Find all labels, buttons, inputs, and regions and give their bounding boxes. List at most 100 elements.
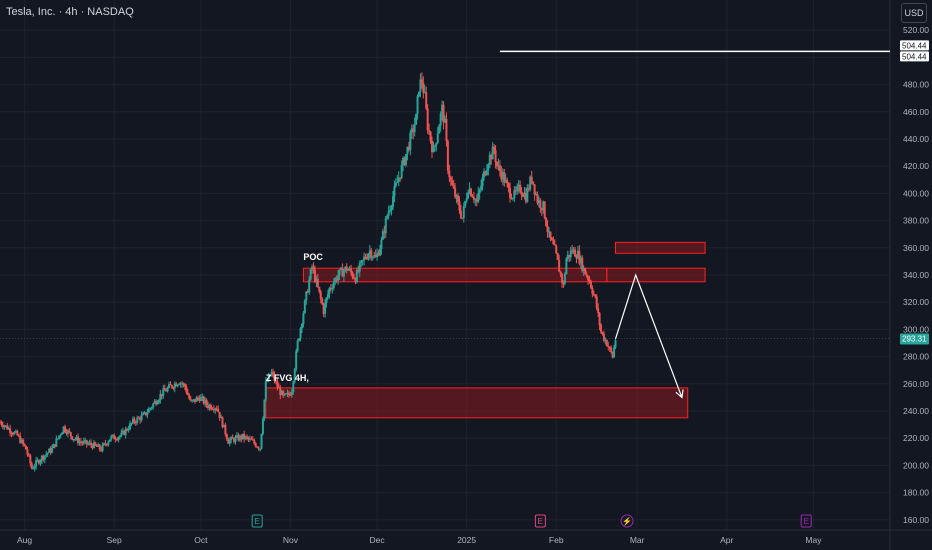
candle-body xyxy=(233,438,236,442)
candle-body xyxy=(46,452,49,455)
candle-body xyxy=(483,171,486,178)
candle-body xyxy=(575,256,578,259)
candle-body xyxy=(144,412,147,416)
candle-body xyxy=(295,351,298,370)
candle-body xyxy=(338,269,341,276)
candle-body xyxy=(429,131,432,141)
candle-body xyxy=(194,399,197,402)
current-price-badge xyxy=(900,333,929,345)
candle-body xyxy=(326,293,329,298)
candle-body xyxy=(371,257,374,259)
candle-body xyxy=(504,179,507,183)
candle-body xyxy=(572,249,575,253)
price-tick-label: 360.00 xyxy=(903,243,929,253)
candle-body xyxy=(43,455,46,460)
candle-body xyxy=(7,428,10,430)
candle-body xyxy=(485,170,488,175)
candle-body xyxy=(212,409,215,411)
event-glyph: E xyxy=(804,517,809,526)
candle-body xyxy=(277,387,280,389)
candle-body xyxy=(19,435,22,443)
candle-body xyxy=(241,433,244,439)
candle-body xyxy=(165,390,168,392)
candle-body xyxy=(316,278,319,287)
price-axis[interactable]: 160.00 180.00 200.00 220.00 240.00 260.00 280.… xyxy=(900,25,929,525)
candle-body xyxy=(595,296,598,309)
candle-body xyxy=(350,268,353,273)
candle-body xyxy=(72,439,75,441)
event-earnings-icon xyxy=(251,514,263,528)
candle-body xyxy=(248,438,251,440)
candle-body xyxy=(173,383,176,389)
candle-body xyxy=(422,82,425,93)
candle-body xyxy=(179,383,182,385)
candle-body xyxy=(209,405,212,410)
candle-body xyxy=(285,393,288,395)
candle-body xyxy=(465,198,468,202)
candle-body xyxy=(75,436,78,440)
candle-body xyxy=(588,280,591,282)
candle-body xyxy=(181,383,184,385)
candle-body xyxy=(475,199,478,202)
candle-body xyxy=(355,269,358,283)
candle-body xyxy=(530,176,533,182)
candle-body xyxy=(269,375,272,377)
candle-body xyxy=(27,454,30,456)
candle-body xyxy=(546,225,549,232)
candle-body xyxy=(582,267,585,271)
candle-body xyxy=(478,189,481,194)
event-glyph: E xyxy=(538,517,543,526)
candle-body xyxy=(198,398,201,402)
candle-body xyxy=(529,176,532,190)
candle-body xyxy=(562,282,565,284)
candle-body xyxy=(428,130,431,132)
candle-body xyxy=(225,434,228,440)
candle-body xyxy=(169,384,172,386)
candle-body xyxy=(111,434,114,437)
candle-body xyxy=(81,442,84,444)
candle-body xyxy=(155,401,158,405)
candle-body xyxy=(188,394,191,399)
candle-body xyxy=(6,425,9,430)
candle-body xyxy=(484,171,487,175)
candle-body xyxy=(42,455,45,460)
candle-body xyxy=(140,415,143,421)
time-axis[interactable]: Aug Sep Oct Nov Dec 2025 Feb Mar Apr May xyxy=(17,535,822,545)
candle-body xyxy=(451,180,454,185)
candle-body xyxy=(509,187,512,198)
candle-body xyxy=(270,371,273,376)
candle-body xyxy=(458,201,461,211)
candle-body xyxy=(235,435,238,438)
candle-body xyxy=(439,113,442,126)
candle-body xyxy=(321,298,324,305)
candle-body xyxy=(259,448,262,450)
candle-body xyxy=(396,181,399,183)
overlays-layer: POC Z FVG 4H, xyxy=(266,50,890,399)
currency-button[interactable]: USD xyxy=(901,3,927,23)
candle-body xyxy=(488,154,491,165)
candle-body xyxy=(257,447,260,449)
candle-body xyxy=(548,231,551,233)
candle-body xyxy=(354,278,357,283)
candle-body xyxy=(364,256,367,259)
candle-body xyxy=(222,424,225,428)
candle-body xyxy=(549,231,552,239)
candle-body xyxy=(467,192,470,199)
candle-body xyxy=(142,413,145,416)
candle-body xyxy=(20,439,23,443)
candle-body xyxy=(602,333,605,341)
candle-body xyxy=(380,239,383,250)
candle-body xyxy=(231,437,234,439)
current-price-label: 293.31 xyxy=(902,335,927,344)
candle-body xyxy=(300,324,303,329)
candle-body xyxy=(600,325,603,333)
candle-body xyxy=(309,269,312,280)
candle-body xyxy=(133,418,136,423)
candle-body xyxy=(107,441,110,445)
candle-body xyxy=(137,417,140,419)
candle-body xyxy=(432,147,435,153)
candle-body xyxy=(584,267,587,275)
candle-body xyxy=(329,287,332,289)
candle-body xyxy=(459,210,462,218)
